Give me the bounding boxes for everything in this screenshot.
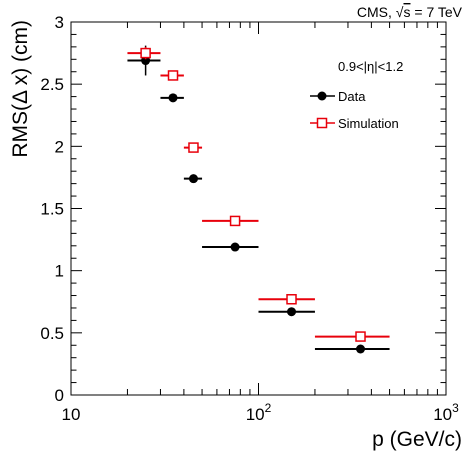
x-tick-label: 103: [433, 401, 459, 424]
simulation-point: [229, 215, 241, 227]
y-tick-label: 2.5: [40, 75, 64, 94]
legend-label: Simulation: [338, 116, 399, 131]
x-axis-label: p (GeV/c): [372, 428, 462, 451]
data-point: [356, 344, 366, 354]
simulation-point: [140, 47, 151, 59]
y-tick-labels: 0 0.5 1 1.5 2 2.5 3: [40, 13, 64, 405]
legend: Data Simulation: [310, 89, 399, 131]
x-tick-label: 10: [62, 405, 81, 424]
y-tick-label: 3: [55, 13, 64, 32]
x-tick-label: 102: [246, 401, 272, 424]
eta-range-label: 0.9<|η|<1.2: [338, 59, 403, 74]
simulation-point: [167, 70, 179, 81]
simulation-point: [286, 294, 297, 305]
legend-label: Data: [338, 89, 366, 104]
simulation-point: [355, 331, 366, 342]
data-point: [168, 93, 178, 103]
data-point: [287, 307, 297, 317]
experiment-annotation: CMS, √s = 7 TeV: [357, 4, 463, 20]
y-tick-label: 0.5: [40, 324, 64, 343]
data-point: [188, 174, 198, 184]
x-tick-labels: 10 102 103: [62, 401, 460, 424]
legend-marker-data: [317, 91, 327, 101]
y-axis-label: RMS(Δ x) (cm): [9, 20, 32, 158]
data-marks: [127, 45, 390, 354]
plot-frame: [70, 21, 447, 396]
axis-ticks: [70, 21, 447, 396]
legend-marker-simulation: [316, 117, 328, 129]
y-tick-label: 1.5: [40, 200, 64, 219]
data-point: [230, 242, 240, 252]
y-tick-label: 0: [55, 386, 64, 405]
y-tick-label: 2: [55, 137, 64, 156]
simulation-point: [188, 142, 199, 153]
y-tick-label: 1: [55, 262, 64, 281]
